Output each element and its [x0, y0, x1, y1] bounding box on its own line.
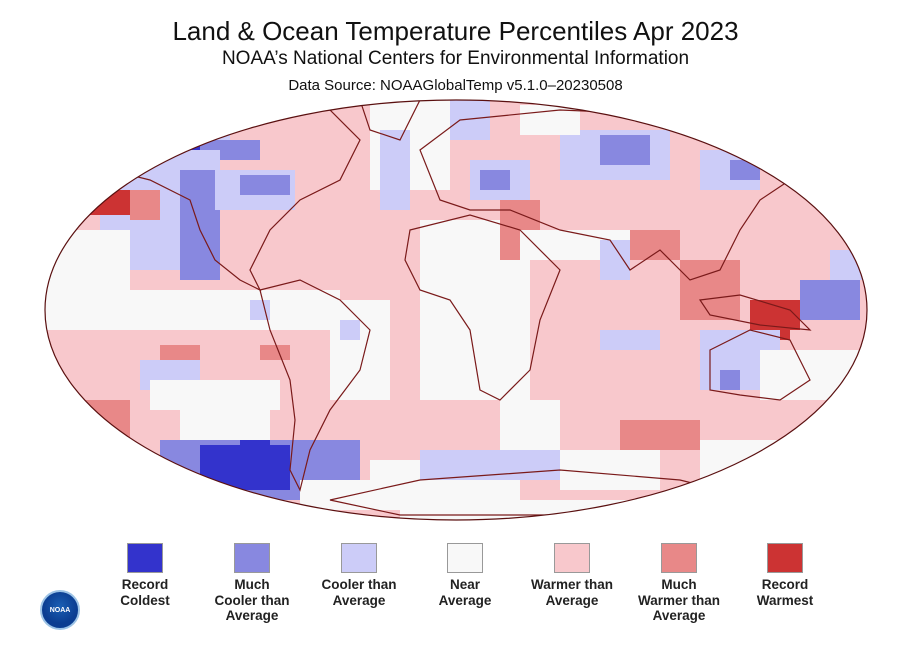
- anomaly-cell: [160, 345, 200, 360]
- anomaly-cell: [830, 250, 867, 280]
- data-source: Data Source: NOAAGlobalTemp v5.1.0–20230…: [288, 77, 623, 94]
- continent-australia: [709, 329, 811, 401]
- anomaly-cell: [750, 470, 830, 500]
- anomaly-cell: [600, 330, 660, 350]
- legend-item: Record Warmest: [730, 543, 840, 608]
- legend-label: Cooler than Average: [321, 577, 397, 608]
- map-border: [44, 99, 868, 521]
- anomaly-cell: [330, 300, 390, 400]
- noaa-logo: NOAA: [40, 590, 80, 630]
- continent-south-america: [259, 279, 371, 492]
- map-subtitle: NOAA’s National Centers for Environmenta…: [221, 48, 690, 69]
- anomaly-cell: [600, 240, 630, 280]
- anomaly-cell: [760, 350, 867, 400]
- legend-swatch: [661, 543, 697, 573]
- anomaly-cell: [560, 450, 660, 490]
- legend-label: Warmer than Average: [530, 577, 613, 608]
- legend-swatch: [447, 543, 483, 573]
- anomaly-cell: [260, 345, 290, 360]
- anomaly-cell: [80, 400, 130, 450]
- anomaly-cell: [130, 190, 160, 220]
- legend-label: Much Cooler than Average: [214, 577, 290, 623]
- anomaly-cell: [720, 370, 740, 390]
- anomaly-cell: [45, 290, 340, 330]
- anomaly-cell: [800, 280, 860, 320]
- anomaly-cell: [450, 100, 490, 140]
- legend-item: Warmer than Average: [517, 543, 627, 608]
- continent-greenland: [359, 100, 421, 141]
- legend-label: Record Warmest: [756, 577, 814, 608]
- legend-swatch: [234, 543, 270, 573]
- anomaly-cell: [630, 230, 680, 260]
- legend-item: Cooler than Average: [304, 543, 414, 608]
- anomaly-cell: [730, 160, 760, 180]
- anomaly-cell: [480, 170, 510, 190]
- legend-swatch: [127, 543, 163, 573]
- legend-item: Near Average: [410, 543, 520, 608]
- anomaly-cell: [240, 440, 270, 470]
- legend-swatch: [341, 543, 377, 573]
- anomaly-cell: [150, 380, 280, 410]
- anomaly-cell: [160, 128, 200, 153]
- legend-label: Near Average: [438, 577, 492, 608]
- legend-swatch: [554, 543, 590, 573]
- anomaly-cell: [380, 130, 410, 210]
- anomaly-cell: [680, 260, 740, 320]
- anomaly-cell: [600, 135, 650, 165]
- anomaly-cell: [240, 175, 290, 195]
- continent-indonesia: [698, 294, 812, 331]
- anomaly-cell: [180, 410, 270, 440]
- legend-label: Record Coldest: [120, 577, 170, 608]
- anomaly-cell: [420, 450, 580, 480]
- anomaly-cell: [620, 420, 700, 450]
- anomaly-cell: [80, 190, 130, 215]
- map-title: Land & Ocean Temperature Percentiles Apr…: [172, 16, 739, 46]
- anomaly-cell: [400, 500, 700, 520]
- anomaly-cell: [180, 170, 220, 280]
- legend-item: Much Cooler than Average: [197, 543, 307, 624]
- legend-item: Much Warmer than Average: [624, 543, 734, 624]
- legend-label: Much Warmer than Average: [637, 577, 720, 623]
- legend-item: Record Coldest: [90, 543, 200, 608]
- legend-swatch: [767, 543, 803, 573]
- anomaly-cell: [500, 400, 560, 450]
- anomaly-cell: [520, 105, 580, 135]
- anomaly-cell: [340, 320, 360, 340]
- anomaly-cell: [250, 300, 270, 320]
- continent-africa: [404, 214, 561, 401]
